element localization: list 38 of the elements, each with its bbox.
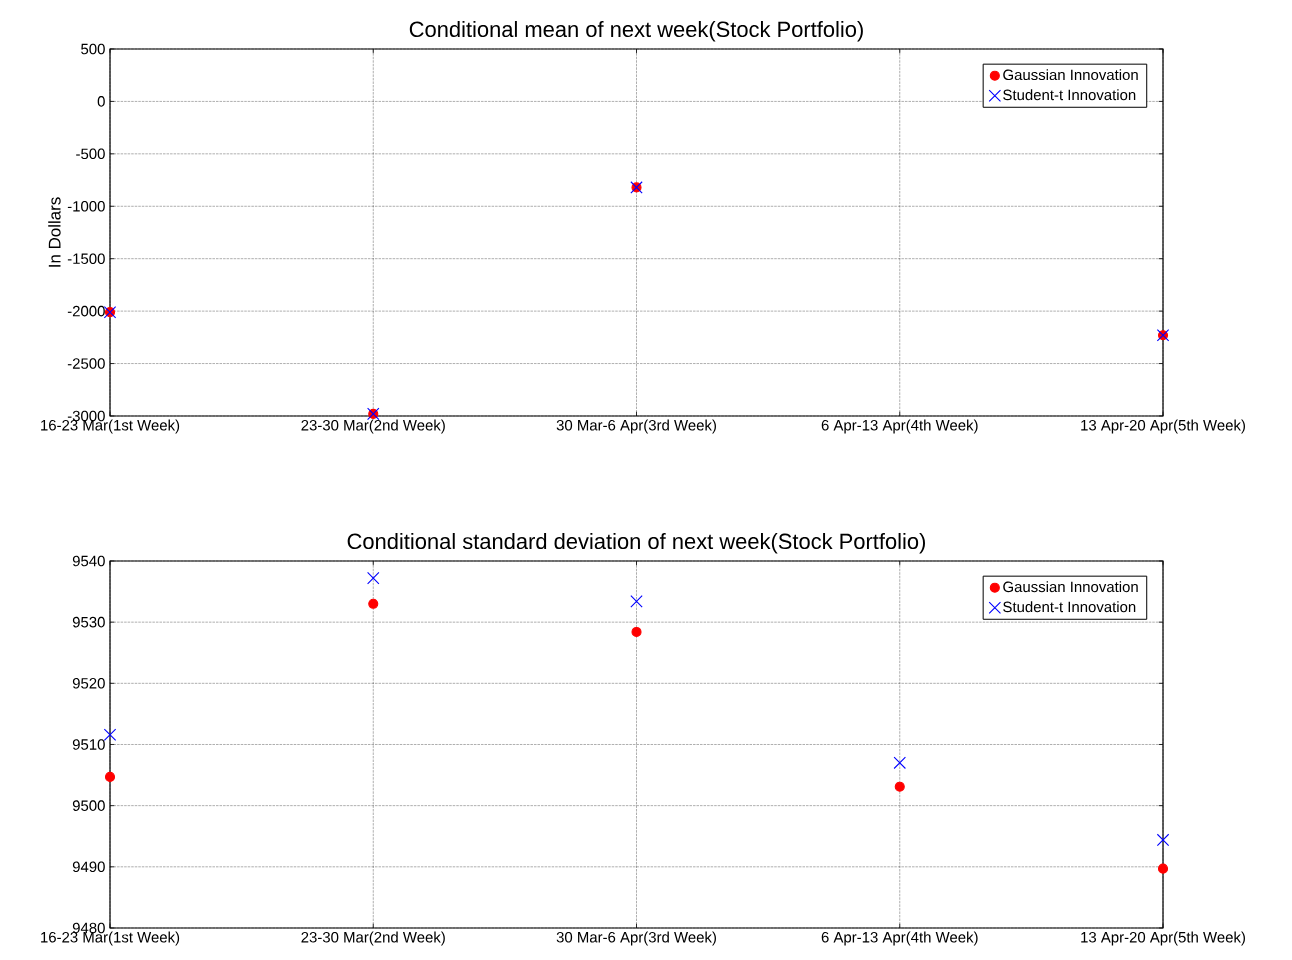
point [1157,863,1169,874]
point [1156,833,1170,847]
point [367,571,380,585]
x-tick-label: 23-30 Mar(2nd Week) [301,419,445,434]
y-tick-label: 9540 [72,555,105,567]
point [631,626,642,637]
point [368,598,379,609]
y-tick-label: 9530 [72,616,105,628]
point [894,781,905,792]
y-axis-title: In Dollars [48,197,61,267]
y-tick-label: 9520 [72,678,105,689]
point [893,756,906,770]
x-tick-label: 6 Apr-13 Apr(4th Week) [821,931,978,946]
y-tick-label: -1000 [67,200,105,212]
y-tick-label: -2000 [67,305,105,317]
y-tick-label: 9500 [72,800,105,811]
y-tick-label: -2500 [67,358,105,369]
x-tick-label: 30 Mar-6 Apr(3rd Week) [556,419,716,434]
y-tick-label: 9510 [72,739,105,750]
x-tick-label: 13 Apr-20 Apr(5th Week) [1081,419,1245,434]
chart-title: Conditional standard deviation of next week(Stock Portfolio) [347,533,925,554]
legend-label: Student-t Innovation [1003,89,1136,101]
y-tick-label: -1500 [67,253,105,264]
x-tick-label: 30 Mar-6 Apr(3rd Week) [556,931,716,946]
x-tick-label: 13 Apr-20 Apr(5th Week) [1081,931,1245,946]
chart-title: Conditional mean of next week(Stock Portfolio) [409,21,863,42]
point [103,728,117,741]
legend-label: Gaussian Innovation [1003,581,1138,593]
x-tick-label: 23-30 Mar(2nd Week) [301,931,445,946]
point [104,771,116,782]
y-tick-label: 9490 [72,861,105,873]
y-tick-label: 0 [97,96,105,107]
legend-label: Student-t Innovation [1003,601,1136,613]
legend-label: Gaussian Innovation [1003,69,1138,81]
y-tick-label: 500 [81,43,105,55]
x-tick-label: 6 Apr-13 Apr(4th Week) [821,419,978,434]
y-tick-label: -500 [76,148,105,160]
point [630,595,643,608]
